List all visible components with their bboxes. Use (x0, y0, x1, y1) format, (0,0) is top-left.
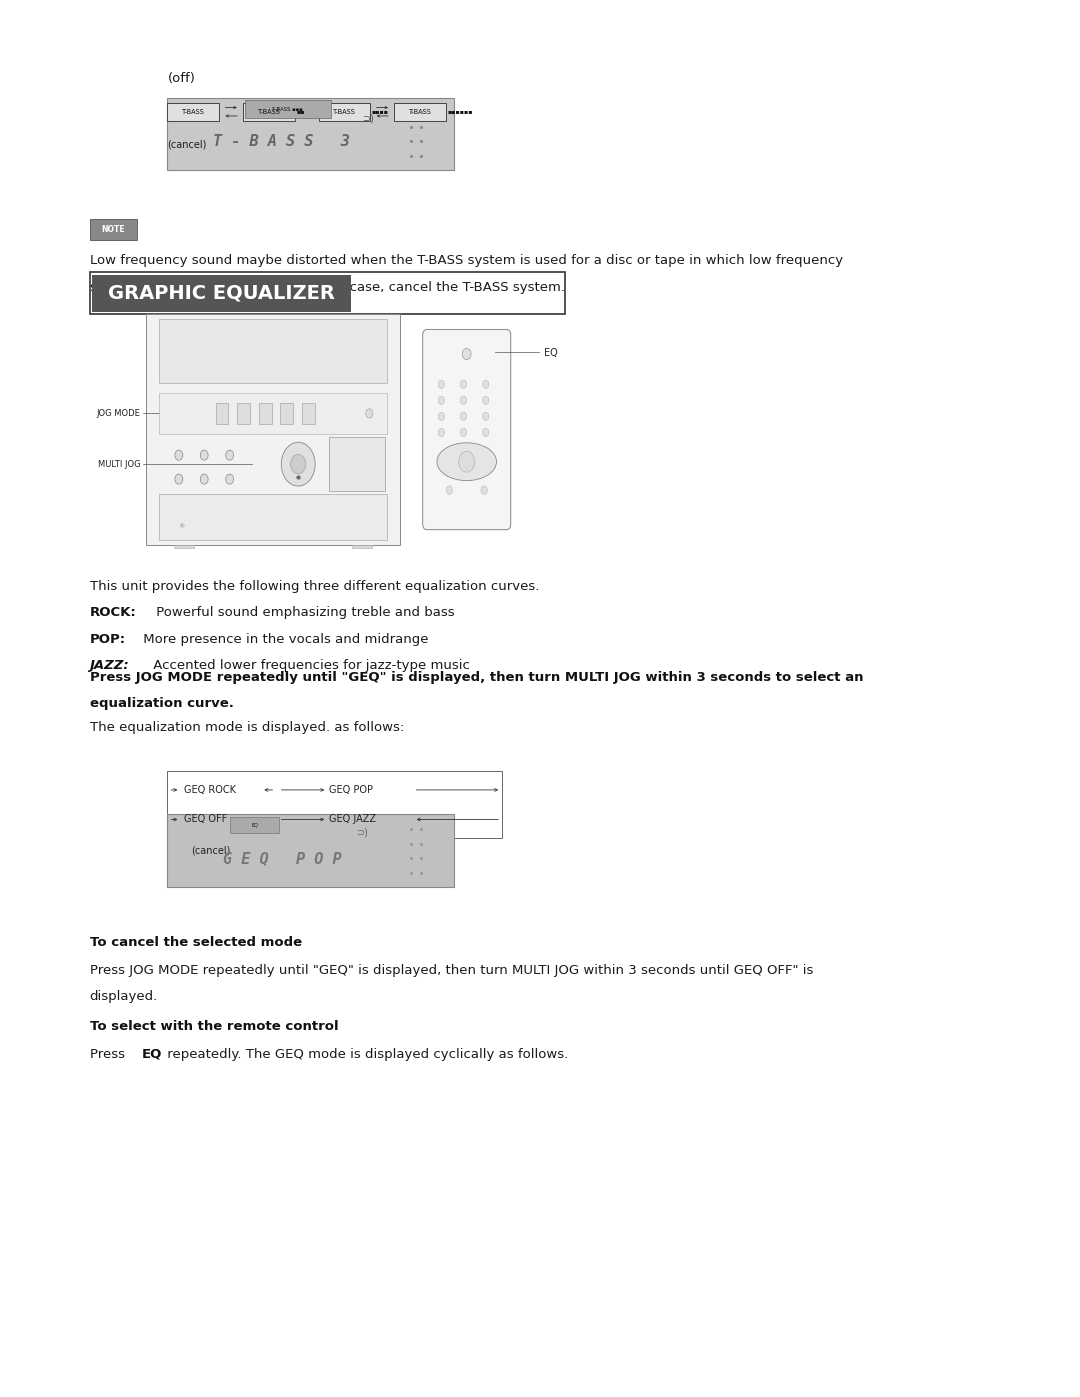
Circle shape (460, 412, 467, 420)
Text: GEQ POP: GEQ POP (329, 785, 374, 795)
Text: ▪▪: ▪▪ (296, 109, 305, 115)
Circle shape (291, 454, 306, 474)
Text: JOG MODE: JOG MODE (96, 409, 140, 418)
Text: T-BASS: T-BASS (333, 109, 356, 115)
Circle shape (200, 450, 208, 460)
Text: (cancel): (cancel) (191, 845, 230, 855)
Bar (259, 404, 271, 423)
Text: Low frequency sound maybe distorted when the T-BASS system is used for a disc or: Low frequency sound maybe distorted when… (90, 254, 842, 267)
Text: sound is originally emphasized. In this case, cancel the T-BASS system.: sound is originally emphasized. In this … (90, 281, 565, 293)
Text: ⊃): ⊃) (362, 113, 374, 123)
Text: Press JOG MODE repeatedly until "GEQ" is displayed, then turn MULTI JOG within 3: Press JOG MODE repeatedly until "GEQ" is… (90, 671, 863, 683)
Bar (159, 319, 387, 383)
Circle shape (175, 450, 183, 460)
Circle shape (281, 443, 315, 486)
Bar (159, 495, 387, 541)
Text: GEQ JAZZ: GEQ JAZZ (329, 814, 377, 824)
Circle shape (438, 380, 445, 388)
Text: EQ: EQ (141, 1048, 162, 1060)
Text: T - B A S S   3: T - B A S S 3 (214, 134, 350, 149)
Bar (146, 314, 400, 545)
Text: This unit provides the following three different equalization curves.: This unit provides the following three d… (90, 580, 539, 592)
Circle shape (459, 451, 475, 472)
Text: T-BASS: T-BASS (408, 109, 432, 115)
Circle shape (438, 412, 445, 420)
Bar (243, 102, 295, 120)
Bar (90, 272, 565, 314)
Bar (167, 102, 219, 120)
Bar (319, 102, 370, 120)
Bar (167, 98, 454, 170)
Text: Powerful sound emphasizing treble and bass: Powerful sound emphasizing treble and ba… (152, 606, 455, 619)
Circle shape (438, 397, 445, 405)
Text: EQ: EQ (544, 348, 558, 358)
Text: More presence in the vocals and midrange: More presence in the vocals and midrange (139, 633, 429, 645)
Text: Accented lower frequencies for jazz-type music: Accented lower frequencies for jazz-type… (149, 659, 470, 672)
Text: JAZZ:: JAZZ: (90, 659, 130, 672)
Circle shape (226, 450, 233, 460)
Circle shape (483, 412, 489, 420)
Bar (174, 545, 194, 548)
Bar (159, 393, 387, 434)
Bar (90, 219, 137, 240)
Text: T-BASS: T-BASS (257, 109, 281, 115)
Bar (245, 101, 330, 119)
Bar (394, 102, 446, 120)
Circle shape (438, 429, 445, 437)
Text: Press: Press (90, 1048, 129, 1060)
Text: G E Q   P O P: G E Q P O P (222, 851, 341, 866)
Bar (302, 404, 314, 423)
Text: ▪▪▪▪▪▪: ▪▪▪▪▪▪ (447, 109, 473, 115)
Text: T-BASS: T-BASS (181, 109, 205, 115)
Circle shape (481, 486, 487, 495)
Circle shape (446, 486, 453, 495)
Text: GRAPHIC EQUALIZER: GRAPHIC EQUALIZER (108, 284, 335, 303)
Circle shape (366, 409, 373, 418)
Bar (352, 545, 372, 548)
Circle shape (226, 474, 233, 485)
Text: Press JOG MODE repeatedly until "GEQ" is displayed, then turn MULTI JOG within 3: Press JOG MODE repeatedly until "GEQ" is… (90, 964, 813, 977)
Text: equalization curve.: equalization curve. (90, 697, 233, 710)
Circle shape (483, 397, 489, 405)
Text: POP:: POP: (90, 633, 125, 645)
Bar (230, 817, 279, 834)
Text: ⊃): ⊃) (356, 827, 368, 838)
Text: The equalization mode is displayed. as follows:: The equalization mode is displayed. as f… (90, 721, 404, 733)
Circle shape (460, 429, 467, 437)
Text: NOTE: NOTE (102, 225, 125, 235)
Text: EQ: EQ (252, 823, 258, 827)
Circle shape (483, 429, 489, 437)
Circle shape (175, 474, 183, 485)
Text: To select with the remote control: To select with the remote control (90, 1020, 338, 1032)
Circle shape (460, 380, 467, 388)
Circle shape (460, 397, 467, 405)
Text: ROCK:: ROCK: (90, 606, 136, 619)
Text: (cancel): (cancel) (167, 138, 206, 149)
Text: ▪▪▪▪: ▪▪▪▪ (372, 109, 389, 115)
Bar (281, 404, 293, 423)
Bar (167, 771, 502, 838)
Bar (216, 404, 228, 423)
Bar (328, 437, 384, 492)
Ellipse shape (437, 443, 497, 481)
Circle shape (483, 380, 489, 388)
Text: ®: ® (178, 524, 185, 529)
Text: (off): (off) (167, 73, 195, 85)
Text: MULTI JOG: MULTI JOG (98, 460, 140, 468)
Bar (167, 814, 454, 887)
Text: displayed.: displayed. (90, 990, 158, 1003)
Text: GEQ OFF: GEQ OFF (184, 814, 227, 824)
Circle shape (462, 348, 471, 359)
FancyBboxPatch shape (422, 330, 511, 529)
Text: T-BASS ▪▪▪: T-BASS ▪▪▪ (272, 106, 302, 112)
Text: repeatedly. The GEQ mode is displayed cyclically as follows.: repeatedly. The GEQ mode is displayed cy… (163, 1048, 568, 1060)
Circle shape (200, 474, 208, 485)
Bar (238, 404, 249, 423)
Text: GEQ ROCK: GEQ ROCK (184, 785, 235, 795)
Bar (92, 275, 351, 312)
Text: To cancel the selected mode: To cancel the selected mode (90, 936, 301, 949)
